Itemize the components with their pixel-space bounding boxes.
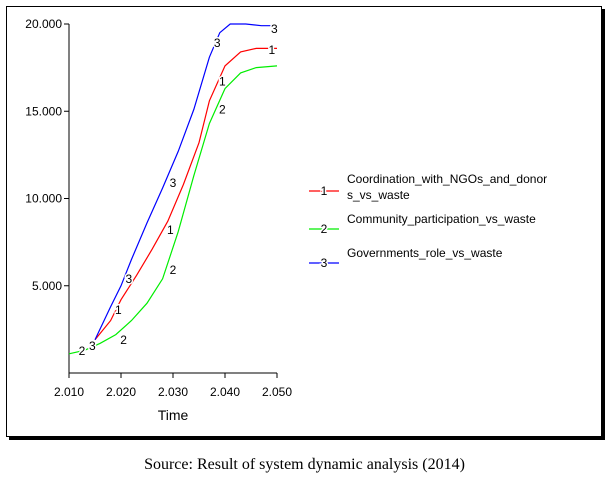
legend-label-1: Coordination_with_NGOs_and_donor s_vs_was…: [347, 172, 547, 202]
legend: 1 Coordination_with_NGOs_and_donor s_vs_wa…: [309, 172, 547, 272]
x-axis-title: Time: [158, 407, 189, 423]
axes: 5.000 10.000 15.000 20.000 2.010 2.020 2.030 2.…: [25, 17, 292, 399]
series-line-2: [68, 65, 278, 355]
y-tick-label: 10.000: [25, 192, 62, 206]
series-marker-3: 3: [170, 176, 177, 190]
series-marker-1: 1: [268, 43, 275, 57]
series-marker-2: 2: [120, 333, 127, 347]
legend-marker-2: 2: [321, 222, 328, 236]
legend-label-3: Governments_role_vs_waste: [347, 246, 503, 260]
series-marker-3: 3: [125, 272, 132, 286]
figure-caption: Source: Result of system dynamic analysi…: [144, 456, 465, 473]
legend-marker-3: 3: [321, 256, 328, 270]
x-tick-label: 2.020: [106, 385, 136, 399]
series-marker-2: 2: [170, 263, 177, 277]
series-line-3: [94, 23, 277, 341]
line-chart: 5.000 10.000 15.000 20.000 2.010 2.020 2.030 2.…: [25, 17, 547, 423]
y-tick-label: 20.000: [25, 17, 62, 31]
y-tick-label: 5.000: [32, 279, 62, 293]
series-marker-3: 3: [271, 22, 278, 36]
series-marker-3: 3: [89, 339, 96, 353]
series-marker-2: 2: [219, 103, 226, 117]
x-tick-label: 2.010: [54, 385, 84, 399]
series-marker-3: 3: [214, 36, 221, 50]
legend-label-2: Community_participation_vs_waste: [347, 212, 536, 226]
y-tick-label: 15.000: [25, 104, 62, 118]
series-marker-1: 1: [219, 75, 226, 89]
series-marker-2: 2: [79, 344, 86, 358]
legend-marker-1: 1: [321, 184, 328, 198]
x-tick-label: 2.040: [210, 385, 240, 399]
chart-frame: 5.000 10.000 15.000 20.000 2.010 2.020 2.030 2.…: [6, 6, 602, 437]
series-marker-1: 1: [115, 303, 122, 317]
series-line-1: [94, 47, 277, 341]
series-marker-1: 1: [167, 223, 174, 237]
x-tick-label: 2.030: [158, 385, 188, 399]
x-tick-label: 2.050: [262, 385, 292, 399]
